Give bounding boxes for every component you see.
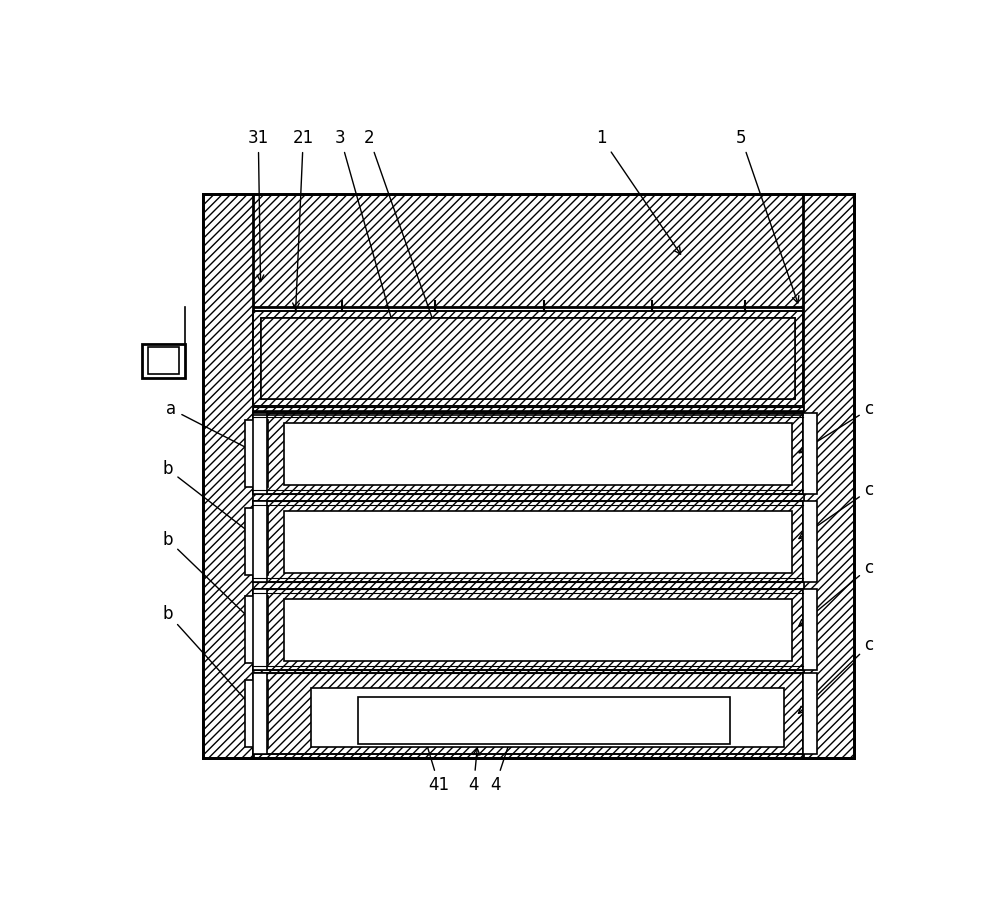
Bar	[245, 681, 268, 748]
Text: c: c	[799, 559, 874, 626]
Bar	[253, 413, 267, 494]
Bar	[311, 687, 784, 748]
Text: c: c	[799, 400, 874, 453]
Bar	[253, 413, 803, 494]
Bar	[253, 673, 803, 755]
Bar	[358, 697, 730, 744]
Bar	[148, 347, 179, 374]
Bar	[245, 508, 268, 575]
Bar	[803, 413, 817, 494]
Bar	[202, 708, 854, 758]
Bar	[245, 596, 268, 662]
Bar	[803, 194, 854, 758]
Text: 4: 4	[468, 748, 480, 793]
Text: a: a	[166, 400, 257, 453]
Bar	[284, 511, 792, 573]
Bar	[253, 589, 267, 670]
Bar	[803, 589, 817, 670]
Text: 1: 1	[596, 129, 681, 254]
Bar	[253, 413, 803, 494]
Text: c: c	[799, 481, 874, 539]
Bar	[261, 318, 795, 399]
Text: 4: 4	[490, 737, 512, 793]
Text: 3: 3	[335, 129, 404, 360]
Bar	[202, 194, 854, 307]
Bar	[253, 589, 803, 670]
Bar	[253, 501, 803, 582]
Bar	[253, 494, 803, 501]
Bar	[284, 423, 792, 485]
Bar	[253, 310, 803, 405]
Text: b: b	[162, 605, 258, 713]
Bar	[803, 501, 817, 582]
Bar	[253, 589, 803, 670]
Bar	[261, 318, 795, 399]
Bar	[253, 582, 803, 589]
Bar	[202, 194, 253, 758]
Text: 41: 41	[423, 737, 449, 793]
Bar	[253, 673, 803, 755]
Bar	[253, 670, 803, 673]
Text: b: b	[162, 460, 257, 538]
Bar	[245, 420, 268, 487]
Text: 2: 2	[364, 129, 450, 366]
Text: 5: 5	[736, 129, 799, 303]
Bar	[284, 598, 792, 661]
Bar	[803, 673, 817, 755]
Bar	[253, 501, 267, 582]
Bar	[253, 673, 267, 755]
Text: c: c	[798, 636, 874, 714]
Text: b: b	[162, 531, 258, 626]
Bar	[142, 344, 185, 378]
Bar	[253, 310, 803, 405]
Bar	[253, 501, 803, 582]
Text: 31: 31	[248, 129, 269, 282]
Bar	[202, 194, 854, 758]
Bar	[253, 407, 803, 412]
Text: 21: 21	[293, 129, 314, 310]
